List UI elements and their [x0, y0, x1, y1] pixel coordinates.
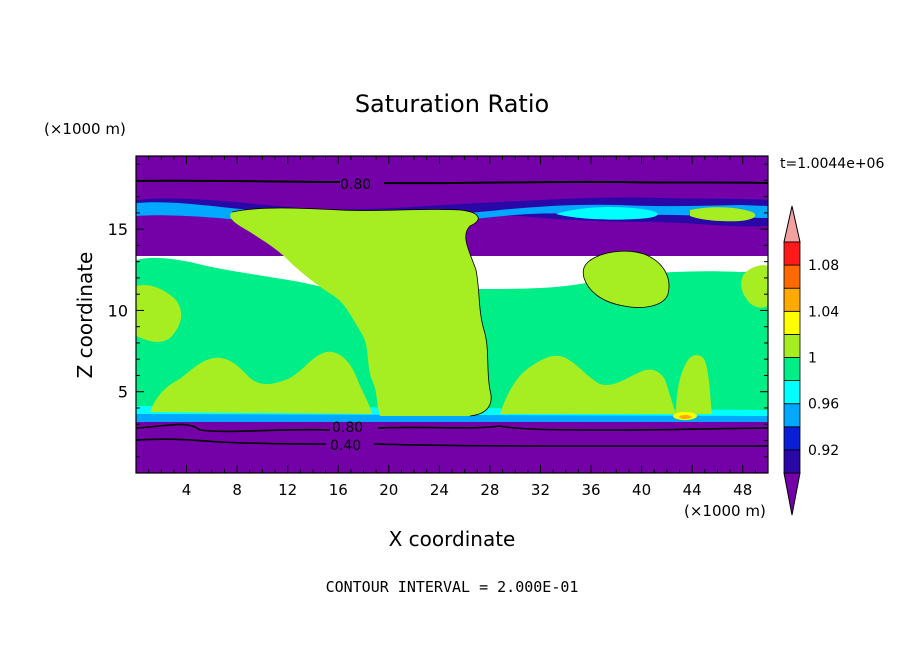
- y-tick-label: 5: [118, 383, 128, 402]
- colorbar-box: [783, 449, 801, 474]
- colorbar-tick-label: 1: [808, 351, 817, 367]
- colorbar-box: [783, 333, 801, 358]
- x-tick-label: 12: [278, 481, 297, 499]
- x-tick-label: 4: [182, 481, 192, 499]
- moist-layer-edge-lightblue: [136, 414, 768, 422]
- colorbar: 0.92 0.96 1 1.04 1.08: [783, 205, 839, 516]
- colorbar-tick-label: 0.96: [808, 397, 839, 413]
- contour-label-080-upper: 0.80: [340, 177, 371, 193]
- contour-080-lower: [136, 423, 768, 433]
- contour-080-upper: [136, 179, 768, 185]
- x-tick-label: 40: [632, 481, 651, 499]
- x-tick-label: 16: [329, 481, 348, 499]
- colorbar-upper-triangle: [783, 205, 801, 243]
- colorbar-lower-triangle: [783, 472, 801, 516]
- x-axis-ticks: 4 8 12 16 20 24 28 32 36 40 44 48: [148, 156, 756, 499]
- upper-right-lens-lime: [690, 207, 756, 222]
- colorbar-box: [783, 264, 801, 289]
- colorbar-box: [783, 310, 801, 335]
- x-axis-label: X coordinate: [389, 527, 516, 551]
- contour-040: [136, 438, 768, 447]
- x-unit-label: (×1000 m): [684, 502, 766, 520]
- colorbar-box: [783, 287, 801, 312]
- colorbar-tick-label: 1.08: [808, 258, 839, 274]
- colorbar-tick-label: 0.92: [808, 443, 839, 459]
- contour-100-outline: [231, 207, 670, 417]
- right-column-lime: [676, 355, 712, 414]
- right-cloud-lime: [583, 251, 669, 308]
- x-tick-label: 8: [232, 481, 242, 499]
- x-tick-label: 44: [683, 481, 702, 499]
- left-lower-cells-lime: [150, 351, 372, 414]
- y-axis-label: Z coordinate: [73, 252, 97, 379]
- x-tick-label: 36: [581, 481, 600, 499]
- x-tick-label: 48: [733, 481, 752, 499]
- x-tick-label: 28: [480, 481, 499, 499]
- y-tick-label: 10: [108, 301, 128, 320]
- chart-title: Saturation Ratio: [355, 90, 549, 118]
- x-tick-label: 24: [430, 481, 449, 499]
- colorbar-box: [783, 380, 801, 405]
- hotspot-orange: [679, 415, 691, 419]
- mid-right-cells-lime: [500, 355, 676, 414]
- time-label: t=1.0044e+06: [780, 156, 884, 172]
- x-tick-label: 32: [531, 481, 550, 499]
- plot-area: [136, 156, 768, 473]
- colorbar-box: [783, 426, 801, 451]
- colorbar-tick-label: 1.04: [808, 304, 839, 320]
- far-right-cloud-lime: [741, 265, 768, 308]
- colorbar-box: [783, 403, 801, 428]
- y-tick-label: 15: [108, 220, 128, 239]
- contour-interval-note: CONTOUR INTERVAL = 2.000E-01: [326, 578, 579, 596]
- colorbar-box: [783, 357, 801, 382]
- contour-label-040: 0.40: [330, 438, 361, 454]
- upper-lens-cyan: [556, 206, 658, 220]
- x-tick-label: 20: [379, 481, 398, 499]
- contour-label-080-lower: 0.80: [332, 420, 363, 436]
- y-unit-label: (×1000 m): [44, 120, 126, 138]
- central-plume-lime: [230, 208, 492, 416]
- y-axis-ticks: 5 10 15: [108, 163, 768, 458]
- colorbar-box: [783, 241, 801, 266]
- band-top-dry: [136, 156, 768, 196]
- left-cloud-lime: [136, 284, 182, 342]
